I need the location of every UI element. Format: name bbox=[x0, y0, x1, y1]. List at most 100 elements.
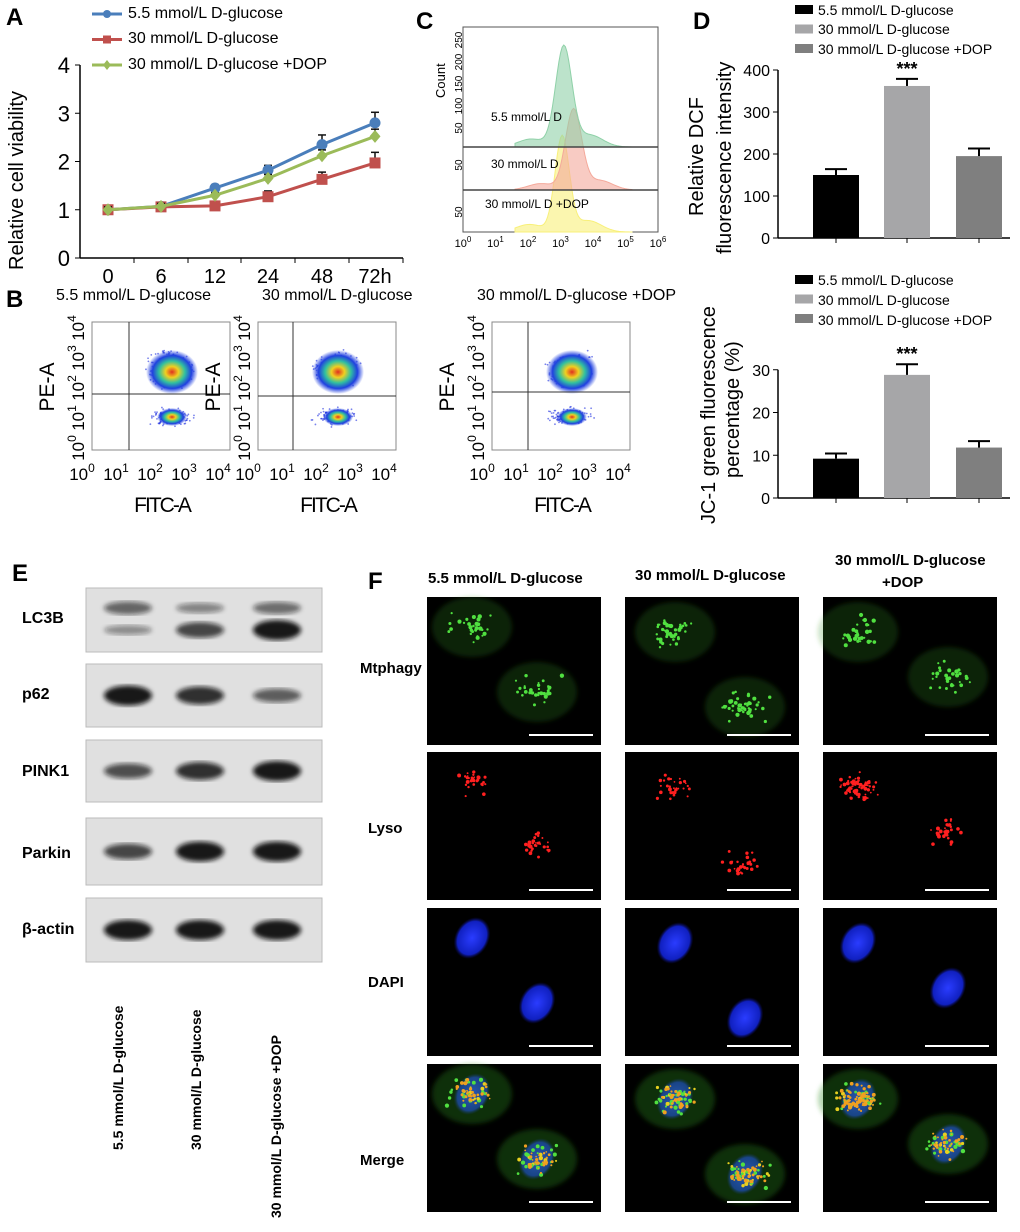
lyso-dot bbox=[855, 1102, 859, 1106]
flow-event bbox=[322, 419, 324, 421]
lyso-dot bbox=[485, 1092, 488, 1094]
lyso-dot bbox=[687, 787, 691, 791]
legend-swatch-d1 bbox=[795, 5, 813, 14]
nucleus bbox=[518, 982, 556, 1024]
mito-dot bbox=[524, 673, 528, 678]
flow-event bbox=[330, 426, 333, 428]
lyso-dot bbox=[844, 791, 848, 795]
mito-dot bbox=[867, 623, 870, 627]
lyso-dot bbox=[854, 777, 857, 780]
x-tick-label-b: 102 bbox=[537, 461, 563, 484]
mito-dot bbox=[744, 709, 747, 712]
hist-label-3: 30 mmol/L D +DOP bbox=[485, 197, 589, 211]
lyso-dot bbox=[755, 864, 759, 868]
mito-dot bbox=[536, 683, 541, 687]
mito-dot bbox=[529, 688, 533, 692]
panel-label-a: A bbox=[6, 4, 24, 31]
mito-dot bbox=[854, 1090, 858, 1094]
lyso-dot bbox=[720, 860, 725, 864]
lyso-dot bbox=[535, 1158, 539, 1161]
mito-dot bbox=[942, 659, 946, 663]
y-tick-label-b: 103 bbox=[231, 345, 254, 371]
cytoplasm-glow bbox=[497, 662, 577, 722]
legend-d-2: 30 mmol/L D-glucose bbox=[818, 21, 950, 37]
lyso-dot bbox=[665, 784, 669, 788]
mito-dot bbox=[868, 629, 872, 634]
mito-dot bbox=[863, 636, 866, 639]
lyso-dot bbox=[851, 785, 854, 788]
lyso-dot bbox=[936, 832, 940, 836]
lyso-dot bbox=[746, 861, 749, 864]
panel-label-d: D bbox=[693, 8, 711, 35]
flow-event bbox=[314, 423, 317, 426]
mito-dot bbox=[517, 1157, 522, 1162]
flow-event bbox=[152, 415, 155, 418]
flow-event bbox=[555, 416, 557, 419]
lyso-dot bbox=[484, 1085, 488, 1089]
lyso-dot bbox=[949, 825, 953, 829]
x-tick-label-a: 0 bbox=[102, 266, 113, 288]
flow-event bbox=[587, 415, 590, 418]
mito-dot bbox=[546, 689, 550, 693]
lyso-dot bbox=[672, 787, 675, 790]
nucleus bbox=[656, 922, 694, 964]
lyso-dot bbox=[942, 1128, 944, 1131]
data-point-a bbox=[102, 203, 114, 217]
blot-label-actin: β-actin bbox=[22, 921, 75, 938]
lyso-dot bbox=[954, 1139, 959, 1143]
mito-dot bbox=[871, 618, 876, 623]
lyso-dot bbox=[946, 836, 950, 840]
lyso-dot bbox=[869, 791, 872, 794]
lyso-dot bbox=[753, 859, 756, 862]
lyso-dot bbox=[536, 841, 540, 845]
bar-d2-0 bbox=[813, 458, 859, 498]
flow-title-2: 30 mmol/L D-glucose bbox=[262, 287, 413, 304]
lyso-dot bbox=[839, 777, 843, 782]
mito-dot bbox=[857, 636, 862, 641]
mito-dot bbox=[655, 633, 658, 636]
lyso-dot bbox=[524, 842, 528, 847]
y-tick-label-c: 50 bbox=[454, 206, 465, 218]
x-tick-label-a: 6 bbox=[155, 266, 166, 288]
lyso-dot bbox=[463, 1081, 468, 1086]
mito-dot bbox=[673, 1105, 678, 1110]
flow-event bbox=[544, 363, 547, 366]
x-tick-label-b: 101 bbox=[103, 461, 129, 484]
flow-event bbox=[342, 348, 345, 351]
flow-density-lower bbox=[323, 408, 353, 426]
mito-dot bbox=[731, 709, 734, 712]
lyso-dot bbox=[756, 1176, 760, 1180]
micrograph-lyso-2 bbox=[625, 752, 799, 900]
x-tick-label-b: 100 bbox=[235, 461, 261, 484]
mito-dot bbox=[659, 1089, 663, 1093]
lyso-dot bbox=[943, 830, 947, 834]
mito-dot bbox=[674, 632, 678, 636]
lyso-dot bbox=[667, 777, 671, 781]
lyso-dot bbox=[863, 782, 868, 787]
x-tick-label-a: 24 bbox=[257, 266, 279, 288]
micro-row-merge: Merge bbox=[360, 1152, 405, 1169]
mito-dot bbox=[740, 1162, 746, 1167]
micro-row-mtphagy: Mtphagy bbox=[360, 660, 422, 677]
mito-dot bbox=[655, 1085, 660, 1090]
legend-marker-a bbox=[103, 35, 111, 44]
flow-event bbox=[310, 419, 313, 421]
lyso-dot bbox=[677, 787, 680, 790]
flow-event bbox=[554, 409, 557, 412]
lyso-dot bbox=[871, 1097, 874, 1100]
legend-d-3: 30 mmol/L D-glucose +DOP bbox=[818, 41, 993, 57]
lyso-dot bbox=[856, 1091, 861, 1096]
flow-title-3: 30 mmol/L D-glucose +DOP bbox=[477, 287, 677, 304]
lyso-dot bbox=[531, 1159, 534, 1161]
lyso-dot bbox=[545, 1156, 548, 1159]
lyso-dot bbox=[460, 1081, 464, 1085]
mito-dot bbox=[866, 1101, 871, 1105]
mito-dot bbox=[737, 703, 742, 708]
lyso-dot bbox=[750, 851, 754, 854]
legend-d2-1: 5.5 mmol/L D-glucose bbox=[818, 272, 954, 288]
flow-event bbox=[351, 412, 354, 415]
mito-dot bbox=[748, 708, 752, 712]
lyso-dot bbox=[531, 839, 536, 843]
y-axis-label-d1-line1: Relative DCF bbox=[686, 97, 708, 216]
mito-dot bbox=[537, 682, 540, 685]
